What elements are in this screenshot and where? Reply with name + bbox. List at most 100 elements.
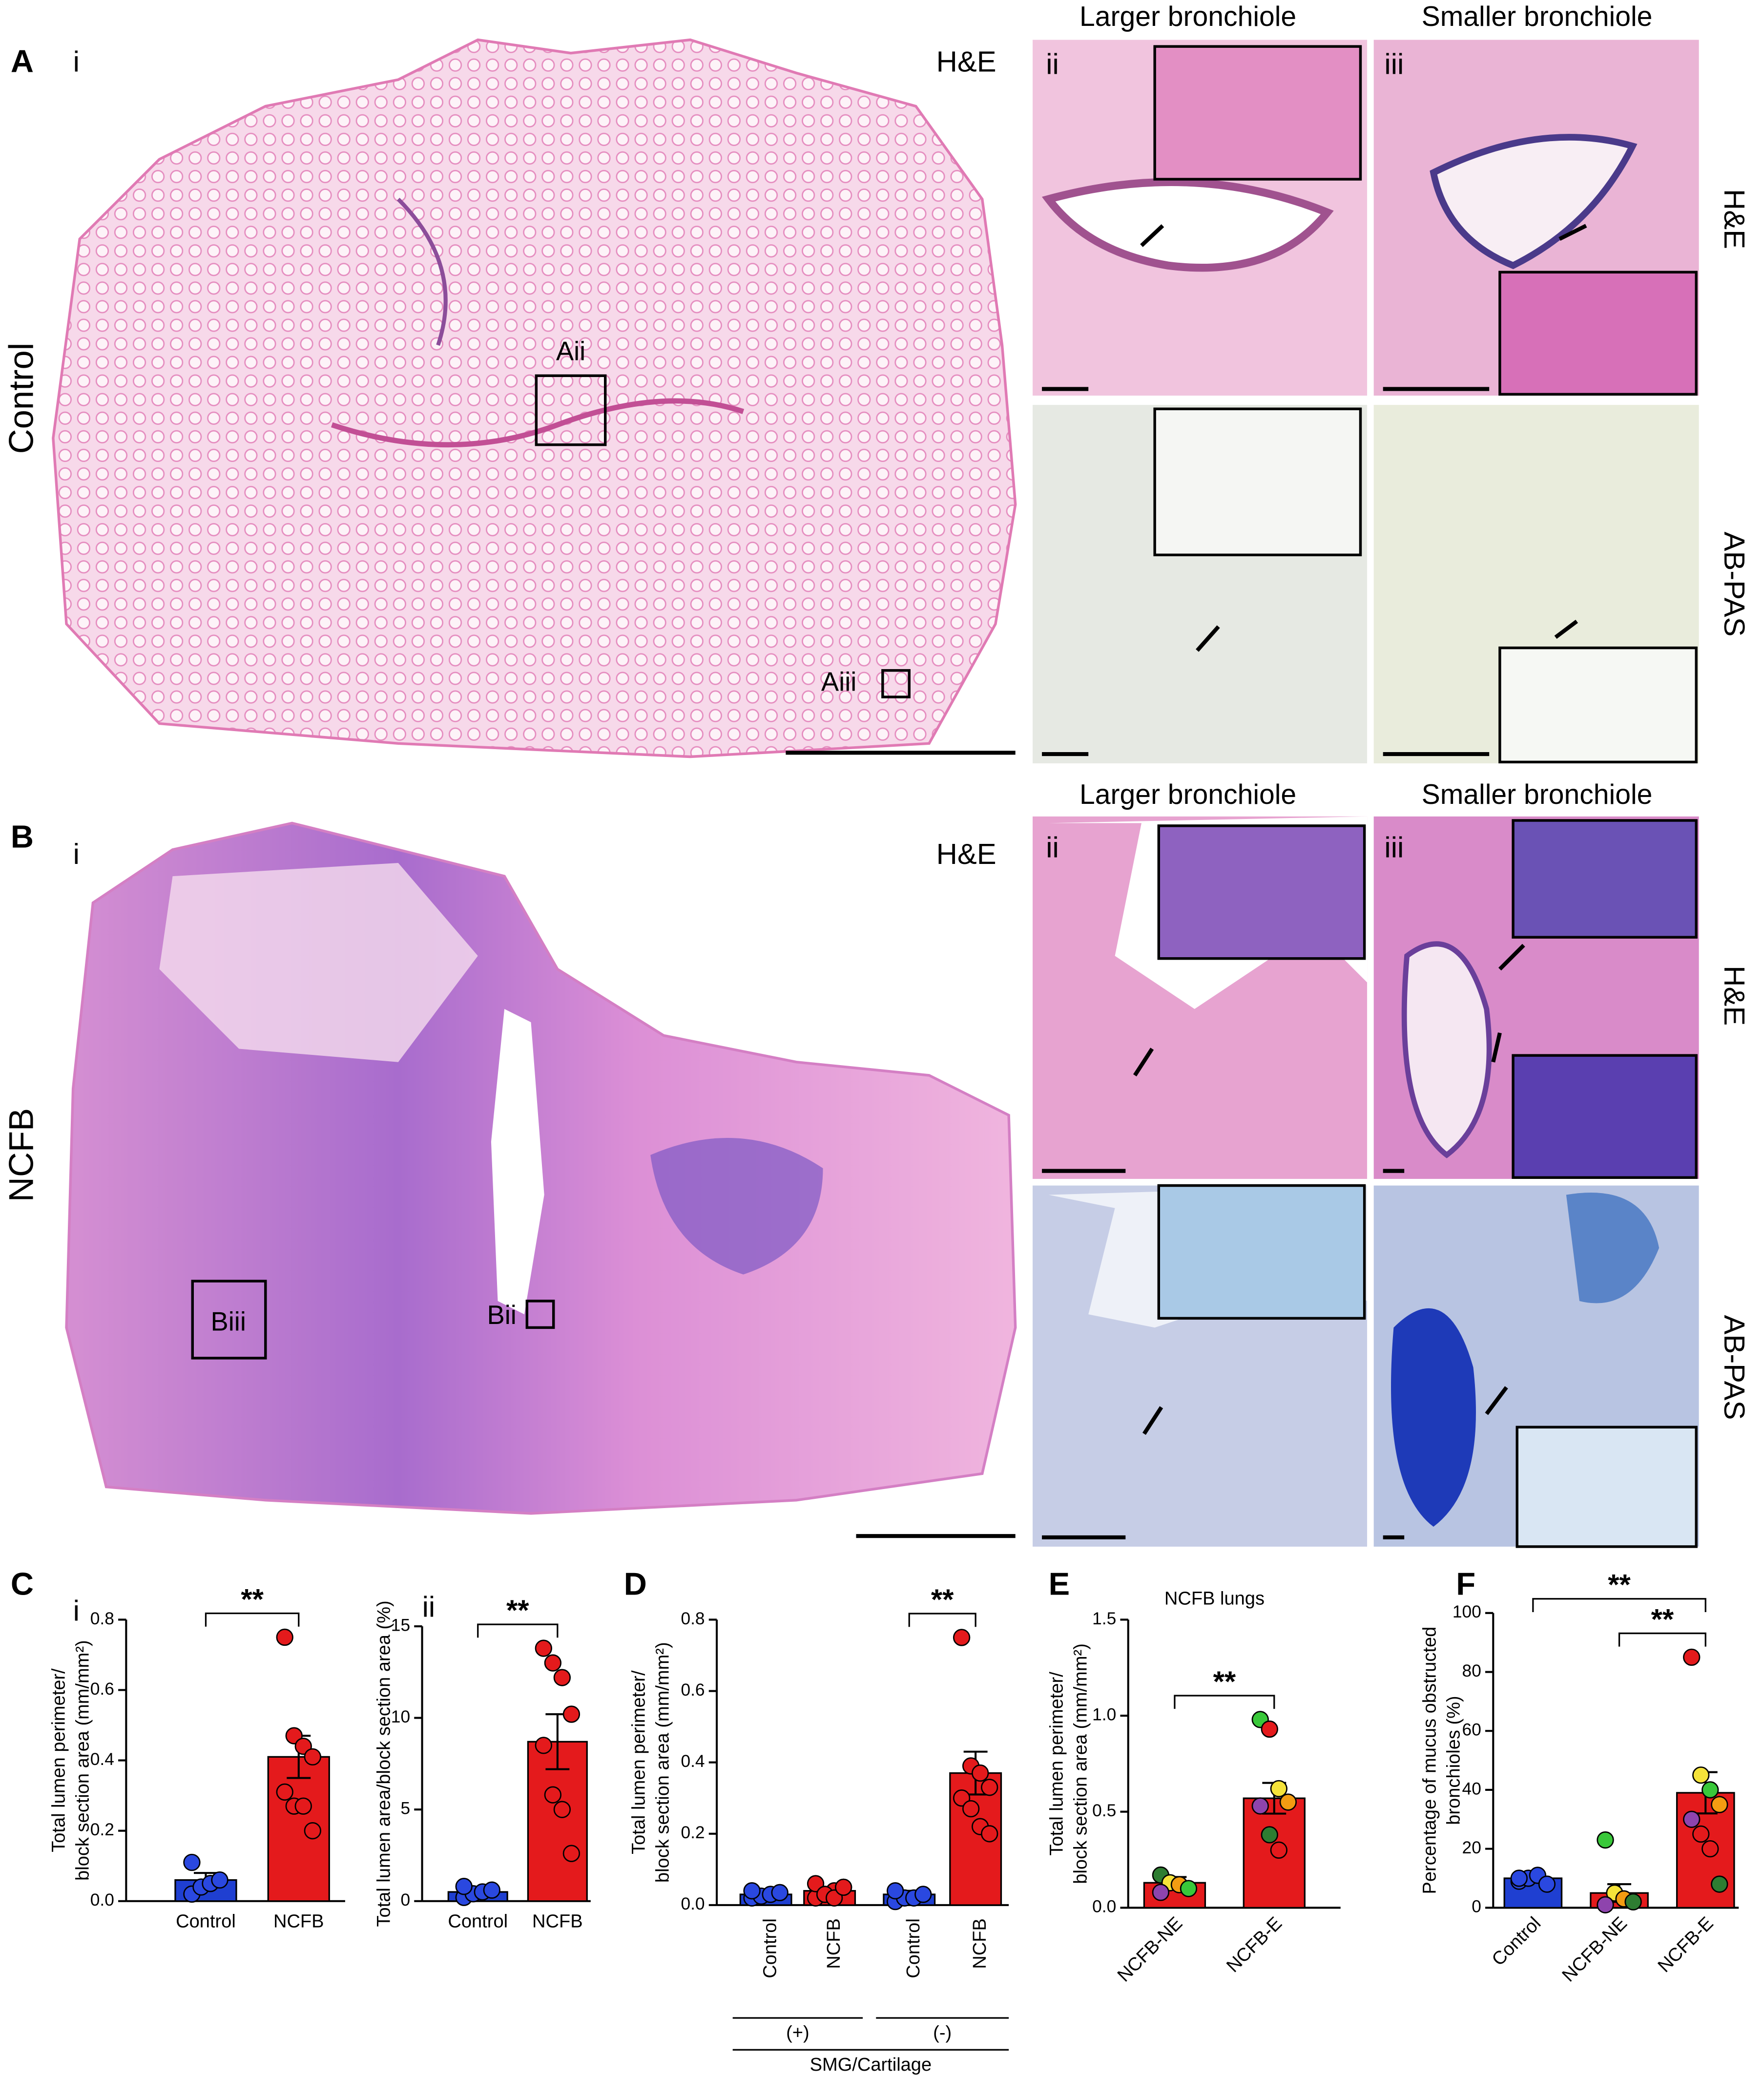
y-axis-label: block section area (mm/mm²) [72, 1640, 93, 1881]
data-point [211, 1871, 228, 1889]
sub-label: ii [1046, 48, 1059, 81]
data-point [544, 1786, 562, 1804]
data-point [1711, 1796, 1728, 1813]
data-point [743, 1882, 761, 1900]
significance-label: ** [1213, 1665, 1236, 1698]
chart-title: NCFB lungs [1164, 1589, 1265, 1609]
data-point [1279, 1793, 1297, 1811]
data-point [981, 1779, 998, 1796]
data-point [834, 1878, 852, 1896]
data-point [1538, 1875, 1556, 1893]
y-tick-label: 0.0 [90, 1890, 114, 1910]
data-point [1597, 1896, 1614, 1913]
y-tick-label: 1.5 [1092, 1609, 1116, 1628]
y-axis-label: Total lumen perimeter/ [1047, 1672, 1067, 1856]
x-tick-label: NCFB [970, 1918, 990, 1969]
significance-bracket [1532, 1598, 1706, 1612]
data-point [1702, 1840, 1719, 1858]
stain-label: H&E [1718, 966, 1751, 1026]
x-tick-label: NCFB-NE [1114, 1913, 1186, 1986]
y-tick-label: 5 [400, 1799, 410, 1818]
data-point [1261, 1720, 1278, 1738]
data-point [1624, 1893, 1642, 1911]
data-point [535, 1639, 552, 1657]
x-tick-label: Control [903, 1918, 924, 1978]
data-point [1270, 1841, 1287, 1859]
x-tick-label: NCFB [824, 1918, 844, 1969]
data-point [1261, 1826, 1278, 1844]
data-point [1152, 1884, 1170, 1901]
overview-b [65, 821, 1017, 1538]
data-point [304, 1748, 321, 1766]
y-tick-label: 0.2 [681, 1823, 705, 1842]
column-title: Smaller bronchiole [1422, 1, 1653, 32]
y-tick-label: 15 [391, 1616, 410, 1635]
significance-label: ** [1608, 1568, 1631, 1601]
sub-label: i [73, 838, 80, 870]
y-tick-label: 0.0 [681, 1894, 705, 1913]
panel-letter: D [624, 1566, 647, 1602]
significance-bracket [1174, 1695, 1275, 1709]
y-axis-label: Total lumen perimeter/ [49, 1668, 69, 1852]
row-label: NCFB [2, 1108, 41, 1202]
stain-label: AB-PAS [1718, 532, 1751, 637]
data-point [562, 1705, 581, 1723]
data-point [535, 1737, 552, 1754]
group-title: SMG/Cartilage [810, 2055, 932, 2075]
data-point [1180, 1880, 1198, 1897]
box-label: Bii [487, 1300, 516, 1330]
data-point [1683, 1648, 1701, 1666]
data-point [1597, 1831, 1614, 1849]
panel-letter: B [11, 819, 34, 854]
y-axis-label: Percentage of mucus obstructed [1420, 1627, 1440, 1894]
y-tick-label: 0 [400, 1890, 410, 1910]
sub-label: i [73, 45, 80, 78]
box-label: Aiii [821, 667, 856, 696]
data-point [771, 1884, 789, 1901]
data-point [276, 1628, 293, 1646]
significance-label: ** [506, 1594, 529, 1626]
data-point [455, 1878, 473, 1895]
data-point [544, 1654, 562, 1672]
y-axis-label: Total lumen area/block section area (%) [374, 1600, 394, 1927]
data-point [1683, 1810, 1701, 1828]
data-point [276, 1783, 293, 1801]
y-tick-label: 0.6 [90, 1680, 114, 1699]
y-axis-label: bronchioles (%) [1444, 1696, 1464, 1825]
data-point [304, 1822, 321, 1840]
column-title: Larger bronchiole [1079, 779, 1296, 810]
significance-bracket [205, 1612, 300, 1627]
sub-label: ii [1046, 831, 1059, 864]
y-tick-label: 100 [1453, 1602, 1481, 1621]
data-point [962, 1800, 980, 1818]
x-tick-label: NCFB [532, 1911, 583, 1932]
y-tick-label: 10 [391, 1707, 410, 1726]
data-point [294, 1797, 312, 1815]
y-tick-label: 60 [1462, 1721, 1481, 1740]
y-axis-label: block section area (mm/mm²) [1071, 1643, 1091, 1884]
data-point [1711, 1875, 1728, 1893]
data-point [1270, 1780, 1287, 1798]
box-label: Aii [556, 336, 585, 366]
panels-b [1033, 816, 1699, 1548]
sub-label: iii [1384, 48, 1404, 81]
significance-label: ** [931, 1583, 954, 1616]
y-tick-label: 80 [1462, 1661, 1481, 1680]
y-tick-label: 0.2 [90, 1820, 114, 1839]
data-point [887, 1882, 904, 1900]
data-point [562, 1845, 581, 1862]
y-tick-label: 40 [1462, 1779, 1481, 1798]
panel-letter: F [1456, 1566, 1475, 1602]
data-point [1702, 1781, 1719, 1799]
panel-letter: C [11, 1566, 34, 1602]
y-tick-label: 0.4 [681, 1752, 705, 1771]
x-tick-label: NCFB-E [1223, 1913, 1286, 1976]
x-tick-label: NCFB-E [1654, 1913, 1718, 1976]
significance-bracket [1618, 1632, 1706, 1647]
data-point [553, 1801, 571, 1818]
y-tick-label: 0.8 [90, 1609, 114, 1628]
data-point [953, 1629, 971, 1646]
column-title: Smaller bronchiole [1422, 779, 1653, 810]
